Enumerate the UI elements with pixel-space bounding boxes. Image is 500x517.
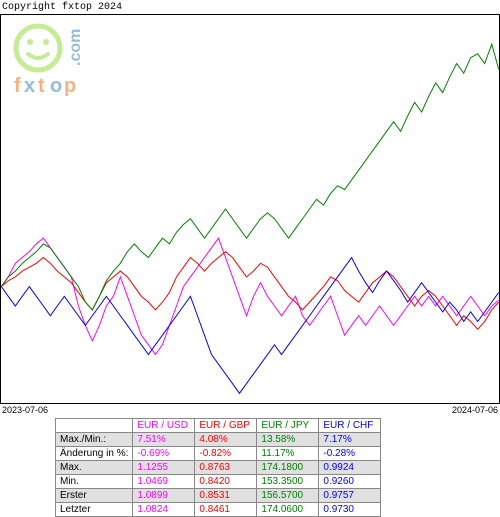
table-cell: 0.9757 <box>319 489 381 503</box>
table-cell: -0.82% <box>195 447 257 461</box>
column-header: EUR / CHF <box>319 419 381 433</box>
table-cell: 7.17% <box>319 433 381 447</box>
table-cell: 0.8461 <box>195 503 257 517</box>
row-label: Letzter <box>56 503 133 517</box>
table-row: Letzter1.08240.8461174.06000.9730 <box>56 503 381 517</box>
chart-container <box>0 14 500 404</box>
column-header: EUR / GBP <box>195 419 257 433</box>
table-row: Min.1.04690.8420153.35000.9260 <box>56 475 381 489</box>
table-cell: 7.51% <box>133 433 195 447</box>
copyright-text: Copyright fxtop 2024 <box>2 2 122 13</box>
row-label: Erster <box>56 489 133 503</box>
series-line <box>1 44 498 310</box>
series-line <box>1 252 498 330</box>
table-cell: 1.0824 <box>133 503 195 517</box>
header-blank <box>56 419 133 433</box>
row-label: Max./Min.: <box>56 433 133 447</box>
row-label: Änderung in %: <box>56 447 133 461</box>
row-label: Max. <box>56 461 133 475</box>
table-cell: 0.9924 <box>319 461 381 475</box>
date-end: 2024-07-06 <box>452 405 498 415</box>
table-row: Änderung in %:-0.69%-0.82%11.17%-0.28% <box>56 447 381 461</box>
table-cell: 0.8531 <box>195 489 257 503</box>
table-row: Max./Min.:7.51%4.08%13.58%7.17% <box>56 433 381 447</box>
table-header-row: EUR / USDEUR / GBPEUR / JPYEUR / CHF <box>56 419 381 433</box>
column-header: EUR / USD <box>133 419 195 433</box>
table-cell: 1.1255 <box>133 461 195 475</box>
stats-table: EUR / USDEUR / GBPEUR / JPYEUR / CHFMax.… <box>55 418 381 517</box>
table-cell: 4.08% <box>195 433 257 447</box>
date-start: 2023-07-06 <box>2 405 48 415</box>
line-chart <box>1 15 499 403</box>
table-cell: 156.5700 <box>257 489 319 503</box>
table-cell: 174.1800 <box>257 461 319 475</box>
table-cell: 0.8763 <box>195 461 257 475</box>
series-line <box>1 258 498 394</box>
table-cell: 11.17% <box>257 447 319 461</box>
table-row: Erster1.08990.8531156.57000.9757 <box>56 489 381 503</box>
table-cell: 1.0899 <box>133 489 195 503</box>
table-cell: 0.8420 <box>195 475 257 489</box>
table-cell: 174.0600 <box>257 503 319 517</box>
table-cell: 13.58% <box>257 433 319 447</box>
table-cell: 0.9730 <box>319 503 381 517</box>
table-row: Max.1.12550.8763174.18000.9924 <box>56 461 381 475</box>
table-cell: 1.0469 <box>133 475 195 489</box>
row-label: Min. <box>56 475 133 489</box>
table-cell: -0.69% <box>133 447 195 461</box>
series-line <box>1 238 498 354</box>
table-cell: 0.9260 <box>319 475 381 489</box>
table-cell: -0.28% <box>319 447 381 461</box>
table-cell: 153.3500 <box>257 475 319 489</box>
column-header: EUR / JPY <box>257 419 319 433</box>
